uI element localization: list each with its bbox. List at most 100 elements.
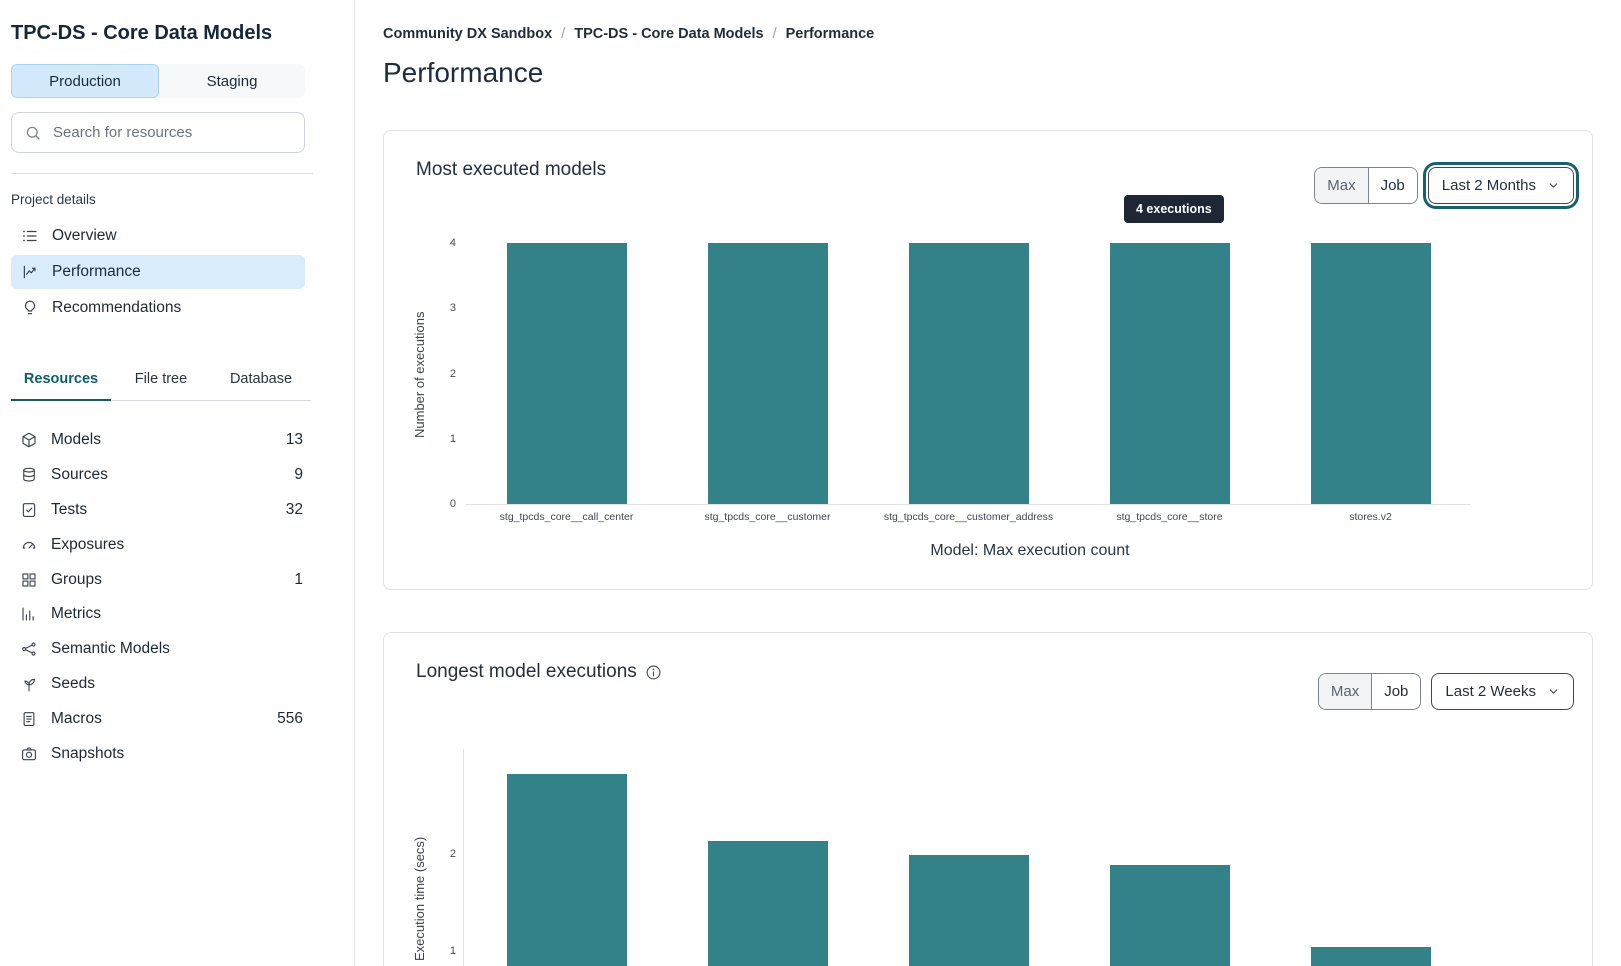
- resource-row-metrics[interactable]: Metrics: [11, 597, 311, 632]
- tab-resources[interactable]: Resources: [11, 363, 111, 401]
- bar-slot: [1270, 243, 1471, 504]
- resource-label: Seeds: [51, 674, 95, 692]
- chart-bar[interactable]: [506, 243, 627, 504]
- breadcrumb-link-project[interactable]: TPC-DS - Core Data Models: [574, 26, 764, 42]
- sidebar-item-overview[interactable]: Overview: [11, 219, 305, 253]
- document-icon: [20, 710, 38, 728]
- resource-count: 32: [285, 500, 303, 518]
- chart-bar[interactable]: [1310, 243, 1431, 504]
- y-tick-label: 3: [449, 302, 456, 315]
- trend-icon: [21, 263, 39, 281]
- gauge-icon: [20, 536, 38, 554]
- sidebar-item-recommendations[interactable]: Recommendations: [11, 291, 305, 325]
- resource-label: Sources: [51, 466, 108, 484]
- job-button[interactable]: Job: [1368, 168, 1417, 203]
- bar-slot: [466, 749, 667, 966]
- resource-count: 9: [294, 466, 303, 484]
- bar-chart: [466, 243, 1471, 505]
- sidebar-item-label: Overview: [52, 227, 117, 244]
- max-button[interactable]: Max: [1318, 674, 1373, 709]
- grid-icon: [20, 571, 38, 589]
- search-box[interactable]: [11, 112, 305, 153]
- x-axis-label: stg_tpcds_core__customer_address: [883, 511, 1054, 523]
- resource-row-models[interactable]: Models 13: [11, 423, 311, 458]
- chart-bar[interactable]: [707, 243, 828, 504]
- chart-title: Most executed models: [416, 159, 607, 180]
- y-tick-label: 4: [449, 237, 456, 249]
- camera-icon: [20, 745, 38, 763]
- chevron-down-icon: [1547, 179, 1560, 192]
- y-tick-label: 2: [449, 367, 456, 380]
- resource-row-tests[interactable]: Tests 32: [11, 493, 311, 528]
- info-icon[interactable]: [645, 664, 662, 681]
- cube-icon: [20, 431, 38, 449]
- date-range-select[interactable]: Last 2 Months: [1427, 167, 1574, 204]
- chart-bar[interactable]: [1310, 947, 1431, 966]
- chart-bar[interactable]: [1109, 243, 1230, 504]
- page-title: Performance: [383, 57, 544, 88]
- resource-row-semantic-models[interactable]: Semantic Models: [11, 632, 311, 667]
- clipboard-check-icon: [20, 501, 38, 519]
- chart-controls: Max Job Last 2 Months: [1314, 167, 1574, 204]
- chevron-down-icon: [1547, 685, 1560, 698]
- breadcrumb: Community DX Sandbox / TPC-DS - Core Dat…: [383, 26, 1593, 42]
- list-icon: [21, 227, 39, 245]
- x-axis-label: stg_tpcds_core__customer: [704, 511, 831, 523]
- y-tick-label: 2: [449, 848, 456, 861]
- job-button[interactable]: Job: [1372, 674, 1421, 709]
- resource-label: Exposures: [51, 535, 125, 553]
- chart-bar[interactable]: [1109, 865, 1230, 966]
- chart-tooltip: 4 executions: [1124, 195, 1224, 223]
- y-tick-label: 0: [449, 498, 456, 510]
- tab-file-tree[interactable]: File tree: [134, 371, 188, 387]
- resource-row-groups[interactable]: Groups 1: [11, 562, 311, 597]
- resource-label: Metrics: [51, 605, 101, 623]
- search-input[interactable]: [53, 124, 292, 141]
- bar-chart: [466, 749, 1471, 966]
- date-range-select[interactable]: Last 2 Weeks: [1431, 673, 1574, 710]
- chart-bar[interactable]: [506, 774, 627, 966]
- resource-row-seeds[interactable]: Seeds: [11, 667, 311, 702]
- date-range-value: Last 2 Months: [1441, 177, 1536, 194]
- sidebar-divider: [11, 173, 313, 174]
- breadcrumb-separator: /: [561, 26, 566, 42]
- bar-slot: [868, 749, 1069, 966]
- sidebar-item-performance[interactable]: Performance: [11, 255, 305, 289]
- resource-tabs: Resources File tree Database: [11, 363, 311, 401]
- max-button[interactable]: Max: [1315, 168, 1369, 203]
- chart-bar[interactable]: [908, 855, 1029, 966]
- tab-staging[interactable]: Staging: [159, 64, 305, 98]
- bar-chart-icon: [20, 605, 38, 623]
- project-nav: Overview Performance Recommendations: [11, 219, 305, 325]
- search-icon: [24, 124, 42, 142]
- resource-row-macros[interactable]: Macros 556: [11, 701, 311, 736]
- chart-title: Longest model executions: [416, 661, 637, 682]
- resource-count: 1: [294, 570, 303, 588]
- resource-row-sources[interactable]: Sources 9: [11, 458, 311, 493]
- project-details-label: Project details: [11, 192, 96, 207]
- network-icon: [20, 640, 38, 658]
- chart-bar[interactable]: [707, 840, 828, 966]
- max-job-toggle: Max Job: [1314, 167, 1418, 204]
- chart-controls: Max Job Last 2 Weeks: [1317, 673, 1574, 710]
- bar-slot: [1270, 749, 1471, 966]
- most-executed-models-card: Most executed models Max Job Last 2 Mont…: [383, 130, 1593, 590]
- y-axis-line: [463, 749, 464, 966]
- resource-label: Models: [51, 431, 101, 449]
- resource-count: 13: [285, 431, 303, 449]
- y-tick-label: 1: [449, 945, 456, 958]
- resource-label: Tests: [51, 500, 88, 518]
- tab-production[interactable]: Production: [11, 64, 159, 98]
- resource-count: 556: [277, 709, 303, 727]
- date-range-value: Last 2 Weeks: [1445, 683, 1536, 700]
- sidebar-item-label: Performance: [52, 263, 141, 280]
- resource-label: Macros: [51, 709, 102, 727]
- chart-bar[interactable]: [908, 243, 1029, 504]
- resource-row-snapshots[interactable]: Snapshots: [11, 736, 311, 771]
- tab-database[interactable]: Database: [229, 371, 293, 387]
- breadcrumb-link-account[interactable]: Community DX Sandbox: [383, 26, 553, 42]
- resource-row-exposures[interactable]: Exposures: [11, 527, 311, 562]
- resource-label: Groups: [51, 570, 102, 588]
- x-axis-label: stores.v2: [1349, 511, 1392, 523]
- sidebar: TPC-DS - Core Data Models Production Sta…: [0, 0, 355, 966]
